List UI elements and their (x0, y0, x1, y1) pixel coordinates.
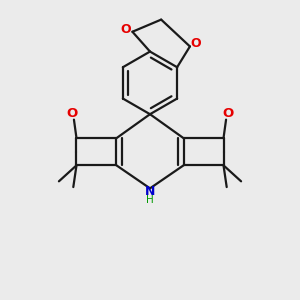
Text: O: O (222, 107, 233, 120)
Text: N: N (145, 185, 155, 198)
Text: O: O (190, 38, 201, 50)
Text: O: O (120, 23, 131, 36)
Text: O: O (67, 107, 78, 120)
Text: H: H (146, 194, 154, 205)
